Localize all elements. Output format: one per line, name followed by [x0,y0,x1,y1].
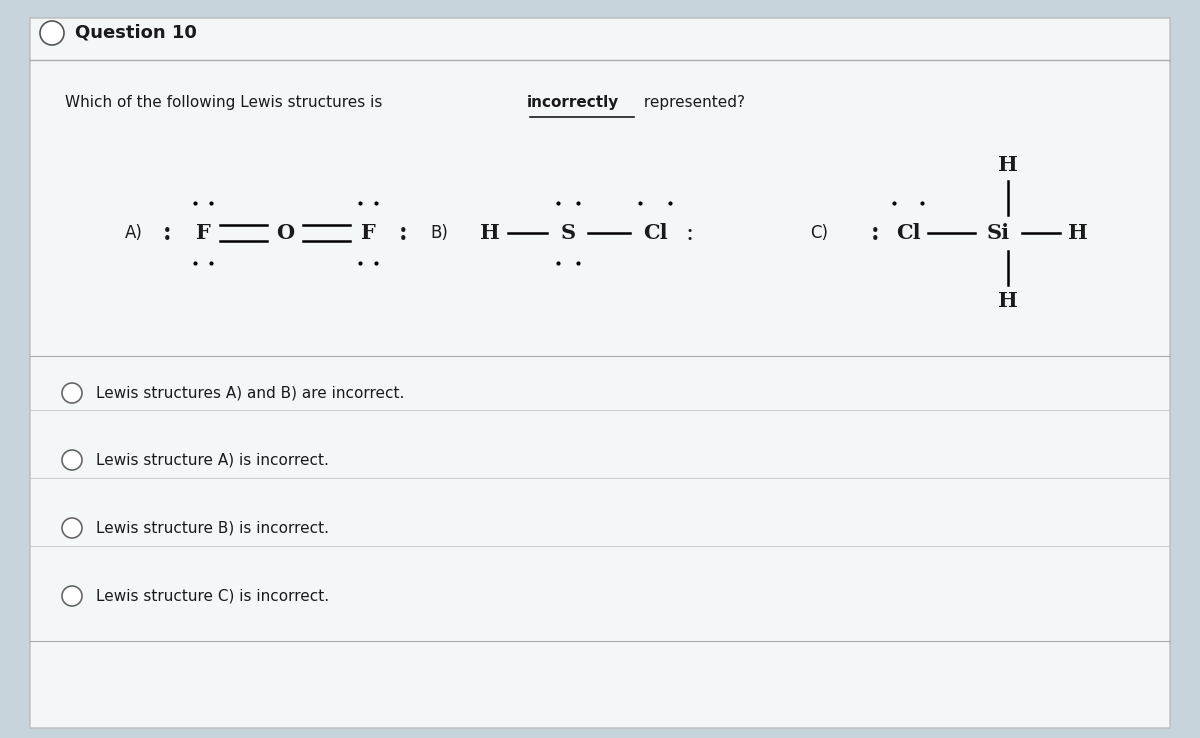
Circle shape [62,518,82,538]
Text: F: F [196,223,210,243]
Text: :: : [398,221,407,245]
Text: :: : [686,221,694,244]
Text: Cl: Cl [643,223,667,243]
Text: Lewis structures A) and B) are incorrect.: Lewis structures A) and B) are incorrect… [96,385,404,401]
Text: H: H [480,223,500,243]
Text: :: : [163,221,172,245]
Text: S: S [560,223,576,243]
Text: C): C) [810,224,828,242]
FancyBboxPatch shape [30,18,1170,728]
Text: Si: Si [986,223,1009,243]
Circle shape [62,383,82,403]
Circle shape [40,21,64,45]
Text: B): B) [430,224,448,242]
Text: Cl: Cl [895,223,920,243]
Text: Question 10: Question 10 [74,24,197,42]
Text: F: F [361,223,376,243]
Text: Lewis structure B) is incorrect.: Lewis structure B) is incorrect. [96,520,329,536]
Text: represented?: represented? [640,95,745,111]
Text: H: H [1068,223,1088,243]
Text: Lewis structure A) is incorrect.: Lewis structure A) is incorrect. [96,452,329,467]
Text: incorrectly: incorrectly [527,95,619,111]
Text: Which of the following Lewis structures is: Which of the following Lewis structures … [65,95,392,111]
Text: :: : [871,221,880,245]
Text: Lewis structure C) is incorrect.: Lewis structure C) is incorrect. [96,588,329,604]
Text: H: H [998,155,1018,175]
Circle shape [62,450,82,470]
Text: A): A) [125,224,143,242]
Text: H: H [998,291,1018,311]
Circle shape [62,586,82,606]
Text: O: O [276,223,294,243]
